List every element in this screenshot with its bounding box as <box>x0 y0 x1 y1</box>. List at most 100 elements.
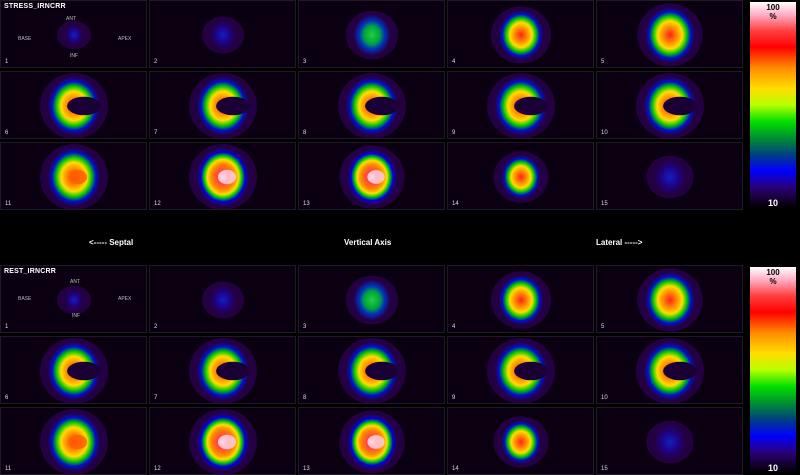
rest-orient-ant: ANT <box>70 279 80 285</box>
stress-slice-10: 10 <box>596 71 743 139</box>
rest-slice-image <box>40 338 108 403</box>
stress-slice-13: 13 <box>298 142 445 210</box>
stress-slice-image <box>487 73 555 138</box>
stress-scale-bar <box>750 2 796 208</box>
stress-title: STRESS_IRNCRR <box>4 3 66 10</box>
rest-slice-6: 6 <box>0 336 147 404</box>
axis-septal-label: <----- Septal <box>89 238 134 247</box>
rest-slice-number: 13 <box>303 466 310 472</box>
rest-slice-14: 14 <box>447 407 594 475</box>
rest-slice-image <box>493 416 549 468</box>
rest-slice-image <box>339 410 405 474</box>
rest-color-scale: 100% 10 <box>750 265 800 475</box>
stress-slice-2: 2 <box>149 0 296 68</box>
rest-slice-4: 4 <box>447 265 594 333</box>
stress-slice-image <box>338 73 406 138</box>
stress-slice-9: 9 <box>447 71 594 139</box>
stress-slice-grid: 1 2 3 4 5 6 7 8 9 10 11 12 13 14 15 <box>0 0 745 210</box>
stress-panel: 1 2 3 4 5 6 7 8 9 10 11 12 13 14 15 STRESS_IRNCRR ANT … <box>0 0 745 210</box>
stress-slice-number: 12 <box>154 201 161 207</box>
rest-slice-number: 4 <box>452 324 456 330</box>
stress-slice-11: 11 <box>0 142 147 210</box>
rest-title: REST_IRNCRR <box>4 268 56 275</box>
rest-scale-max: 100% <box>766 268 780 286</box>
stress-slice-number: 9 <box>452 130 456 136</box>
stress-slice-number: 1 <box>5 59 9 65</box>
stress-slice-image <box>637 3 703 67</box>
stress-slice-image <box>189 73 257 138</box>
stress-slice-image <box>40 73 108 138</box>
stress-slice-image <box>493 151 549 203</box>
stress-slice-image <box>636 73 704 138</box>
rest-slice-number: 15 <box>601 466 608 472</box>
stress-slice-number: 14 <box>452 201 459 207</box>
stress-slice-image <box>189 144 257 209</box>
rest-slice-image <box>490 271 552 329</box>
rest-slice-2: 2 <box>149 265 296 333</box>
stress-orient-ant: ANT <box>66 16 76 22</box>
stress-slice-number: 7 <box>154 130 158 136</box>
rest-slice-11: 11 <box>0 407 147 475</box>
stress-slice-number: 5 <box>601 59 605 65</box>
stress-slice-number: 13 <box>303 201 310 207</box>
stress-slice-number: 2 <box>154 59 158 65</box>
axis-lateral-label: Lateral -----> <box>596 238 643 247</box>
rest-slice-number: 5 <box>601 324 605 330</box>
stress-slice-12: 12 <box>149 142 296 210</box>
stress-scale-max: 100% <box>766 3 780 21</box>
rest-orient-base: BASE <box>18 296 32 302</box>
rest-slice-number: 8 <box>303 395 307 401</box>
rest-slice-image <box>487 338 555 403</box>
rest-slice-number: 1 <box>5 324 9 330</box>
rest-slice-number: 10 <box>601 395 608 401</box>
rest-slice-15: 15 <box>596 407 743 475</box>
stress-slice-3: 3 <box>298 0 445 68</box>
stress-slice-image <box>202 16 244 54</box>
rest-slice-image <box>202 281 244 319</box>
rest-slice-number: 9 <box>452 395 456 401</box>
rest-orient-inf: INF <box>72 313 81 319</box>
rest-slice-number: 7 <box>154 395 158 401</box>
stress-slice-15: 15 <box>596 142 743 210</box>
stress-slice-image <box>490 6 552 64</box>
stress-slice-7: 7 <box>149 71 296 139</box>
axis-label-row: <----- Septal Vertical Axis Lateral ----… <box>0 210 800 265</box>
stress-slice-5: 5 <box>596 0 743 68</box>
rest-slice-number: 6 <box>5 395 9 401</box>
rest-slice-image <box>637 268 703 332</box>
rest-slice-image <box>189 338 257 403</box>
rest-slice-image <box>636 338 704 403</box>
stress-slice-image <box>345 10 399 60</box>
rest-slice-7: 7 <box>149 336 296 404</box>
rest-slice-number: 2 <box>154 324 158 330</box>
stress-slice-image <box>56 20 92 50</box>
rest-slice-3: 3 <box>298 265 445 333</box>
stress-slice-number: 3 <box>303 59 307 65</box>
stress-slice-4: 4 <box>447 0 594 68</box>
rest-orient-apex: APEX <box>118 296 132 302</box>
stress-orient-apex: APEX <box>118 36 132 42</box>
rest-slice-5: 5 <box>596 265 743 333</box>
rest-slice-13: 13 <box>298 407 445 475</box>
rest-slice-image <box>56 285 92 315</box>
stress-orient-base: BASE <box>18 36 32 42</box>
rest-slice-image <box>189 409 257 474</box>
stress-slice-number: 8 <box>303 130 307 136</box>
stress-slice-image <box>40 144 108 209</box>
rest-slice-number: 11 <box>5 466 12 472</box>
rest-panel: 1 2 3 4 5 6 7 8 9 10 11 12 13 14 15 REST_IRNCRR ANT BA… <box>0 265 745 475</box>
rest-slice-8: 8 <box>298 336 445 404</box>
stress-slice-number: 10 <box>601 130 608 136</box>
rest-slice-image <box>40 409 108 474</box>
axis-vertical-label: Vertical Axis <box>344 238 392 247</box>
stress-slice-image <box>339 145 405 209</box>
rest-slice-12: 12 <box>149 407 296 475</box>
stress-slice-number: 6 <box>5 130 9 136</box>
rest-slice-number: 3 <box>303 324 307 330</box>
rest-slice-image <box>338 338 406 403</box>
stress-slice-image <box>646 155 694 199</box>
rest-slice-number: 12 <box>154 466 161 472</box>
stress-slice-1: 1 <box>0 0 147 68</box>
rest-scale-min: 10 <box>767 463 778 473</box>
rest-slice-9: 9 <box>447 336 594 404</box>
